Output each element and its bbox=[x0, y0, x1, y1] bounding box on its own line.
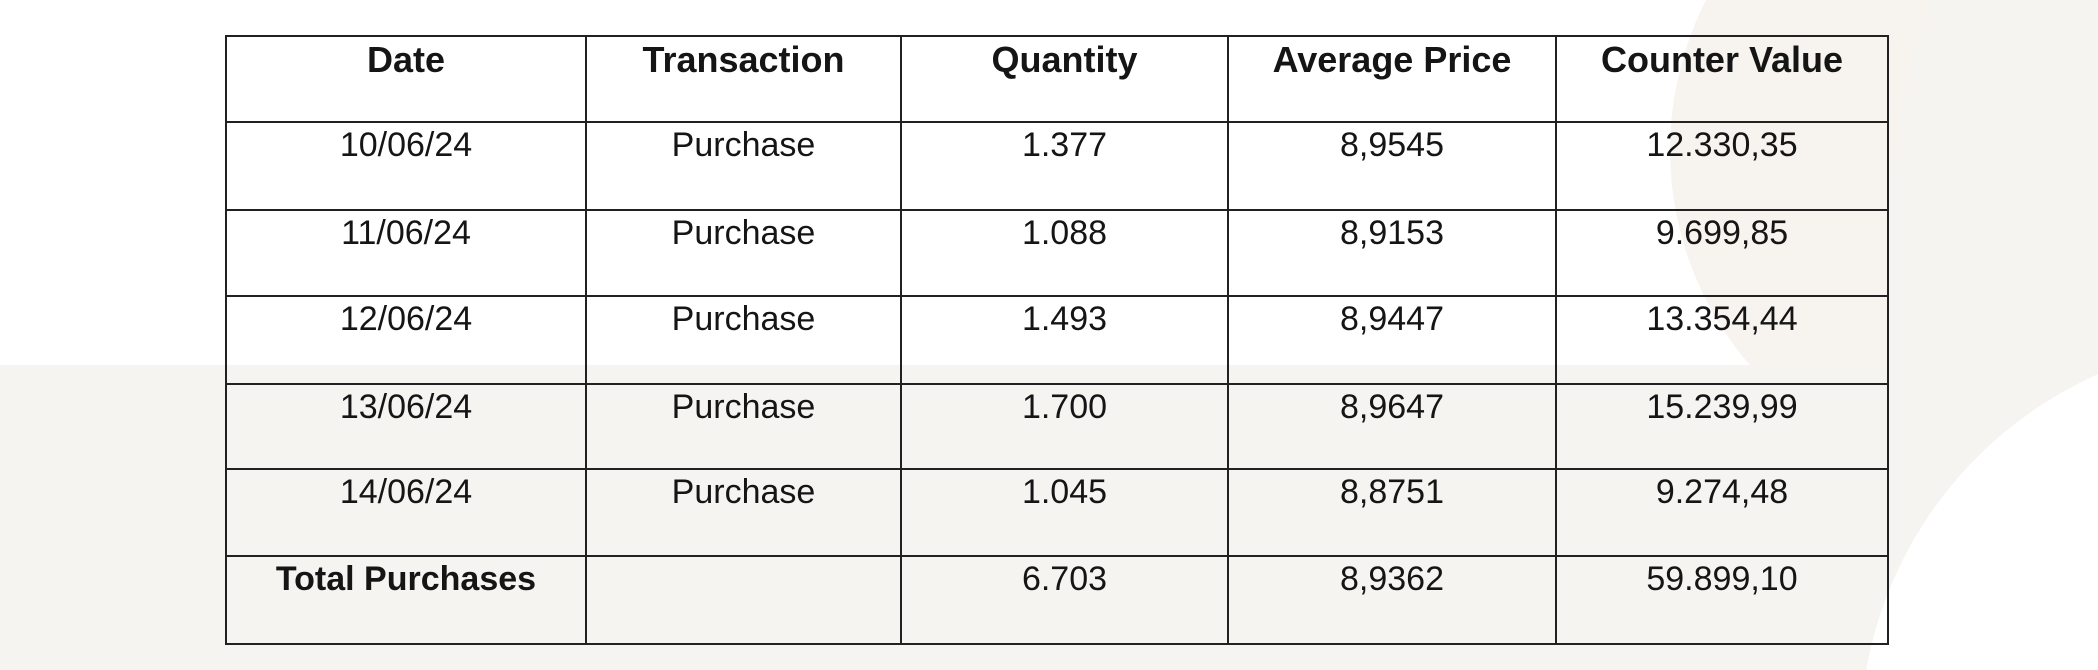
table-row: 12/06/24 Purchase 1.493 8,9447 13.354,44 bbox=[225, 295, 1889, 385]
purchases-table: Date Transaction Quantity Average Price … bbox=[225, 35, 1889, 645]
cell-quantity: 1.088 bbox=[900, 209, 1229, 297]
cell-transaction: Purchase bbox=[585, 209, 902, 297]
cell-transaction: Purchase bbox=[585, 383, 902, 470]
total-row: Total Purchases 6.703 8,9362 59.899,10 bbox=[225, 555, 1889, 645]
cell-transaction: Purchase bbox=[585, 121, 902, 211]
total-counter-value: 59.899,10 bbox=[1555, 555, 1889, 645]
total-average-price: 8,9362 bbox=[1227, 555, 1557, 645]
cell-transaction: Purchase bbox=[585, 468, 902, 557]
cell-average-price: 8,9545 bbox=[1227, 121, 1557, 211]
table-header-row: Date Transaction Quantity Average Price … bbox=[225, 35, 1889, 123]
header-cell-counter-value: Counter Value bbox=[1555, 35, 1889, 123]
cell-counter-value: 15.239,99 bbox=[1555, 383, 1889, 470]
cell-date: 10/06/24 bbox=[225, 121, 587, 211]
cell-counter-value: 9.699,85 bbox=[1555, 209, 1889, 297]
cell-counter-value: 12.330,35 bbox=[1555, 121, 1889, 211]
cell-average-price: 8,9647 bbox=[1227, 383, 1557, 470]
table-row: 13/06/24 Purchase 1.700 8,9647 15.239,99 bbox=[225, 383, 1889, 470]
cell-date: 12/06/24 bbox=[225, 295, 587, 385]
table-row: 10/06/24 Purchase 1.377 8,9545 12.330,35 bbox=[225, 121, 1889, 211]
cell-quantity: 1.377 bbox=[900, 121, 1229, 211]
cell-transaction bbox=[585, 555, 902, 645]
cell-transaction: Purchase bbox=[585, 295, 902, 385]
cell-quantity: 1.493 bbox=[900, 295, 1229, 385]
cell-date: 11/06/24 bbox=[225, 209, 587, 297]
cell-date: 14/06/24 bbox=[225, 468, 587, 557]
cell-quantity: 1.045 bbox=[900, 468, 1229, 557]
header-cell-date: Date bbox=[225, 35, 587, 123]
cell-average-price: 8,9447 bbox=[1227, 295, 1557, 385]
cell-date: 13/06/24 bbox=[225, 383, 587, 470]
cell-average-price: 8,9153 bbox=[1227, 209, 1557, 297]
cell-counter-value: 13.354,44 bbox=[1555, 295, 1889, 385]
cell-quantity: 1.700 bbox=[900, 383, 1229, 470]
cell-counter-value: 9.274,48 bbox=[1555, 468, 1889, 557]
total-row-label: Total Purchases bbox=[225, 555, 587, 645]
table-row: 14/06/24 Purchase 1.045 8,8751 9.274,48 bbox=[225, 468, 1889, 557]
header-cell-average-price: Average Price bbox=[1227, 35, 1557, 123]
header-cell-transaction: Transaction bbox=[585, 35, 902, 123]
header-cell-quantity: Quantity bbox=[900, 35, 1229, 123]
total-quantity: 6.703 bbox=[900, 555, 1229, 645]
cell-average-price: 8,8751 bbox=[1227, 468, 1557, 557]
table-row: 11/06/24 Purchase 1.088 8,9153 9.699,85 bbox=[225, 209, 1889, 297]
